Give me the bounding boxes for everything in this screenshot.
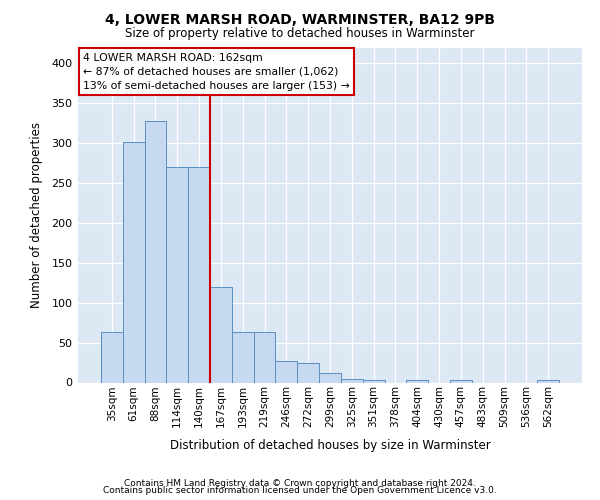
Text: Contains public sector information licensed under the Open Government Licence v3: Contains public sector information licen… — [103, 486, 497, 495]
X-axis label: Distribution of detached houses by size in Warminster: Distribution of detached houses by size … — [170, 438, 490, 452]
Bar — [406, 380, 428, 382]
Bar — [210, 287, 232, 382]
Bar — [363, 380, 385, 382]
Bar — [166, 167, 188, 382]
Bar — [275, 361, 297, 382]
Bar — [145, 121, 166, 382]
Bar — [101, 332, 123, 382]
Y-axis label: Number of detached properties: Number of detached properties — [30, 122, 43, 308]
Bar — [254, 332, 275, 382]
Bar — [188, 167, 210, 382]
Bar — [341, 378, 363, 382]
Text: Contains HM Land Registry data © Crown copyright and database right 2024.: Contains HM Land Registry data © Crown c… — [124, 478, 476, 488]
Text: Size of property relative to detached houses in Warminster: Size of property relative to detached ho… — [125, 28, 475, 40]
Bar — [319, 373, 341, 382]
Text: 4, LOWER MARSH ROAD, WARMINSTER, BA12 9PB: 4, LOWER MARSH ROAD, WARMINSTER, BA12 9P… — [105, 12, 495, 26]
Bar — [537, 380, 559, 382]
Bar — [450, 380, 472, 382]
Text: 4 LOWER MARSH ROAD: 162sqm
← 87% of detached houses are smaller (1,062)
13% of s: 4 LOWER MARSH ROAD: 162sqm ← 87% of deta… — [83, 52, 350, 90]
Bar — [232, 332, 254, 382]
Bar — [297, 362, 319, 382]
Bar — [123, 142, 145, 382]
